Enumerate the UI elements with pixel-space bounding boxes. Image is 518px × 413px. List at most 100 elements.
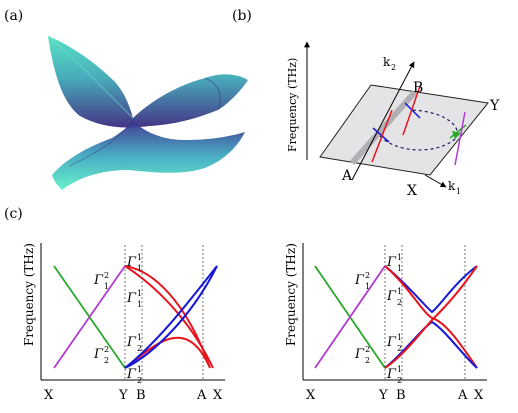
svg-text:Γ: Γ bbox=[126, 291, 137, 306]
svg-text:1: 1 bbox=[397, 365, 402, 374]
svg-text:2: 2 bbox=[365, 345, 370, 354]
right-annot-gamma-1-2: Γ 1 2 bbox=[354, 271, 370, 291]
svg-text:1: 1 bbox=[137, 264, 142, 273]
point-x-label: X bbox=[407, 183, 417, 199]
band-surface-lower bbox=[52, 120, 245, 190]
right-annot-gamma-2-2: Γ 2 2 bbox=[354, 345, 370, 365]
svg-text:Γ: Γ bbox=[386, 289, 397, 304]
svg-text:Γ: Γ bbox=[126, 255, 137, 270]
right-annotations: Γ 12 Γ 11 Γ 21 Γ 21 Γ 22 Γ 21 bbox=[354, 253, 402, 385]
svg-text:2: 2 bbox=[365, 271, 370, 280]
cross-green bbox=[449, 124, 467, 139]
svg-text:1: 1 bbox=[137, 289, 142, 298]
band-surface-upper bbox=[47, 35, 248, 128]
k1-axis bbox=[424, 174, 447, 188]
svg-text:1: 1 bbox=[365, 282, 370, 291]
left-band-red-1 bbox=[124, 265, 214, 369]
svg-text:Γ: Γ bbox=[386, 335, 397, 350]
svg-text:1: 1 bbox=[137, 365, 142, 374]
right-annot-gamma-2-1-upper: Γ 2 1 bbox=[386, 287, 402, 307]
right-band-magenta bbox=[314, 265, 386, 369]
svg-text:2: 2 bbox=[104, 345, 109, 354]
svg-text:2: 2 bbox=[137, 344, 142, 353]
right-annot-gamma-2-1-bot: Γ 2 1 bbox=[386, 365, 402, 385]
svg-text:1: 1 bbox=[137, 300, 142, 309]
left-ticks: X Y B A X bbox=[44, 388, 223, 403]
right-band-red-bot bbox=[384, 265, 478, 369]
svg-text:1: 1 bbox=[397, 333, 402, 342]
right-annot-gamma-2-1-mid: Γ 2 1 bbox=[386, 333, 402, 353]
nodal-loop bbox=[379, 109, 458, 151]
right-tick-x1: X bbox=[306, 388, 316, 403]
svg-text:1: 1 bbox=[397, 253, 402, 262]
left-tick-a: A bbox=[196, 388, 207, 403]
schematic-frequency-label: Frequency (THz) bbox=[286, 58, 299, 152]
point-a-label: A bbox=[341, 168, 353, 184]
right-tick-b: B bbox=[396, 388, 406, 403]
panel-b-label: (b) bbox=[232, 8, 252, 24]
cross-blue-2 bbox=[404, 102, 421, 119]
left-tick-b: B bbox=[136, 388, 146, 403]
k2-label: k bbox=[383, 55, 391, 69]
svg-text:Γ: Γ bbox=[126, 367, 137, 382]
left-tick-y: Y bbox=[118, 388, 128, 403]
svg-text:2: 2 bbox=[365, 356, 370, 365]
right-band-red-top bbox=[384, 265, 478, 369]
left-band-blue-2 bbox=[124, 265, 218, 369]
svg-text:2: 2 bbox=[137, 376, 142, 385]
left-annot-gamma-1-1-mid: Γ 1 1 bbox=[126, 289, 142, 309]
svg-text:Γ: Γ bbox=[93, 347, 104, 362]
left-band-blue-1 bbox=[124, 265, 218, 369]
cross-blue-1 bbox=[372, 127, 390, 143]
k1-label: k bbox=[448, 179, 456, 193]
right-ticks: X Y B A X bbox=[306, 388, 484, 403]
left-annot-gamma-1-2: Γ 1 2 bbox=[93, 271, 109, 291]
k1-sub: 1 bbox=[456, 187, 461, 196]
svg-text:Γ: Γ bbox=[354, 347, 365, 362]
right-tick-x2: X bbox=[474, 388, 484, 403]
right-band-blue-top bbox=[384, 265, 478, 314]
left-tick-x1: X bbox=[44, 388, 54, 403]
svg-text:Γ: Γ bbox=[386, 367, 397, 382]
right-tick-a: A bbox=[457, 388, 468, 403]
svg-text:Γ: Γ bbox=[126, 335, 137, 350]
svg-text:2: 2 bbox=[104, 356, 109, 365]
svg-text:1: 1 bbox=[137, 333, 142, 342]
left-ylabel: Frequency (THz) bbox=[22, 243, 36, 346]
svg-text:1: 1 bbox=[397, 264, 402, 273]
svg-text:2: 2 bbox=[397, 376, 402, 385]
brillouin-zone-schematic: Frequency (THz) k 2 k 1 A B X Y bbox=[286, 41, 500, 199]
bz-path-ab bbox=[349, 90, 418, 165]
left-annotations: Γ 12 Γ 11 Γ 11 Γ 21 Γ 22 Γ 21 bbox=[93, 253, 142, 385]
left-annot-gamma-2-1-bot: Γ 2 1 bbox=[126, 365, 142, 385]
k2-axis bbox=[351, 61, 415, 181]
k2-sub: 2 bbox=[391, 63, 396, 72]
right-ylabel: Frequency (THz) bbox=[284, 243, 298, 346]
cross-red-1 bbox=[371, 109, 393, 163]
svg-text:2: 2 bbox=[104, 271, 109, 280]
svg-text:1: 1 bbox=[104, 282, 109, 291]
svg-text:1: 1 bbox=[137, 253, 142, 262]
left-annot-gamma-2-1-mid: Γ 2 1 bbox=[126, 333, 142, 353]
cross-red-2 bbox=[402, 85, 421, 136]
left-tick-x2: X bbox=[213, 388, 223, 403]
svg-text:Γ: Γ bbox=[354, 273, 365, 288]
svg-text:2: 2 bbox=[397, 298, 402, 307]
panel-a-label: (a) bbox=[4, 8, 23, 24]
left-annot-gamma-2-2: Γ 2 2 bbox=[93, 345, 109, 365]
point-y-label: Y bbox=[489, 98, 500, 114]
left-band-magenta bbox=[53, 265, 126, 369]
point-b-label: B bbox=[413, 80, 423, 96]
cross-magenta bbox=[454, 111, 466, 166]
right-tick-y: Y bbox=[378, 388, 388, 403]
svg-text:Γ: Γ bbox=[93, 273, 104, 288]
right-annot-gamma-1-1-top: Γ 1 1 bbox=[386, 253, 402, 273]
left-annot-gamma-1-1-top: Γ 1 1 bbox=[126, 253, 142, 273]
panel-c-label: (c) bbox=[4, 206, 23, 222]
svg-text:1: 1 bbox=[397, 287, 402, 296]
loop-direction-arrow bbox=[452, 131, 461, 139]
svg-text:2: 2 bbox=[397, 344, 402, 353]
